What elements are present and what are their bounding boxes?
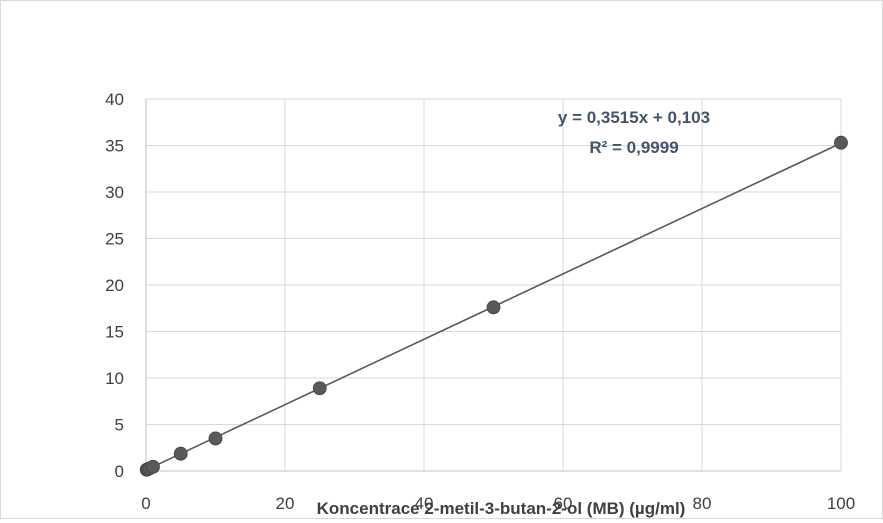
data-point — [173, 446, 188, 461]
data-point — [208, 431, 223, 446]
data-point — [834, 135, 848, 150]
axes — [145, 99, 841, 472]
trendline-equation: y = 0,3515x + 0,103 — [558, 108, 710, 127]
x-tick-label: 20 — [276, 494, 295, 513]
y-tick-label: 0 — [115, 462, 124, 481]
gridlines — [146, 98, 842, 471]
x-axis-label: Koncentrace 2-metil-3-butan-2-ol (MB) (µ… — [317, 499, 686, 518]
x-tick-labels: 0 20 40 60 80 100 — [141, 494, 855, 513]
y-tick-label: 5 — [115, 416, 124, 435]
y-tick-label: 35 — [105, 137, 124, 156]
trendline-r-squared: R² = 0,9999 — [589, 138, 678, 157]
x-tick-label: 80 — [693, 494, 712, 513]
x-tick-label: 40 — [415, 494, 434, 513]
x-tick-label: 0 — [141, 494, 150, 513]
x-tick-label: 60 — [554, 494, 573, 513]
y-tick-labels: 0 5 10 15 20 25 30 35 40 — [105, 90, 124, 481]
data-point — [312, 381, 327, 396]
y-tick-label: 40 — [105, 90, 124, 109]
y-tick-label: 10 — [105, 369, 124, 388]
y-tick-label: 30 — [105, 183, 124, 202]
x-tick-label: 100 — [827, 494, 855, 513]
data-point — [486, 300, 501, 315]
data-points — [139, 135, 848, 477]
y-tick-label: 25 — [105, 230, 124, 249]
y-tick-label: 15 — [105, 323, 124, 342]
data-point — [146, 459, 160, 474]
y-tick-label: 20 — [105, 276, 124, 295]
